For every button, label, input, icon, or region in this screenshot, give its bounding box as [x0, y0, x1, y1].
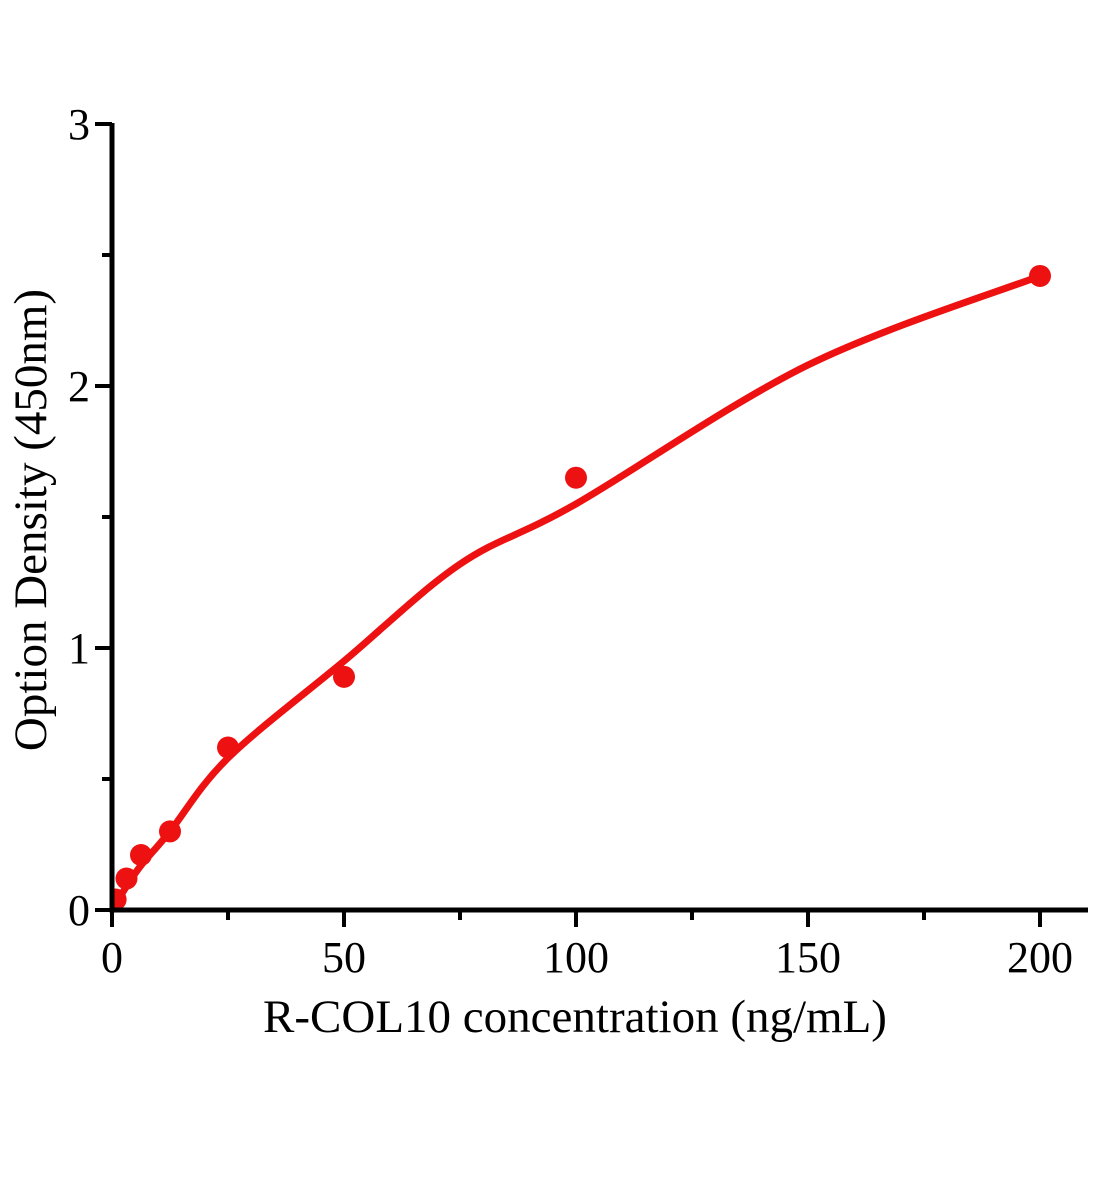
x-tick-label: 50 — [322, 933, 366, 982]
y-tick-label: 2 — [68, 362, 90, 411]
tick-label-layer: 0 1 2 3 0 50 100 150 200 — [68, 100, 1073, 982]
data-point — [1029, 264, 1051, 287]
data-point — [115, 867, 138, 890]
y-tick-label: 1 — [68, 624, 90, 673]
data-point — [130, 843, 152, 866]
y-axis-title: Option Density (450nm) — [5, 289, 57, 751]
x-tick-label: 150 — [775, 933, 841, 982]
series-layer — [111, 264, 1051, 914]
axes-layer — [95, 122, 1088, 927]
y-tick-label: 0 — [68, 886, 90, 935]
data-point — [333, 665, 355, 688]
x-tick-label: 200 — [1007, 933, 1073, 982]
fit-curve — [111, 272, 1044, 914]
y-tick-label: 3 — [68, 100, 90, 149]
x-tick-label: 0 — [101, 933, 123, 982]
data-point — [217, 736, 239, 759]
x-axis-title: R-COL10 concentration (ng/mL) — [263, 991, 887, 1043]
data-point — [111, 888, 127, 911]
x-tick-label: 100 — [543, 933, 609, 982]
data-point — [565, 466, 587, 489]
data-point — [159, 820, 181, 843]
